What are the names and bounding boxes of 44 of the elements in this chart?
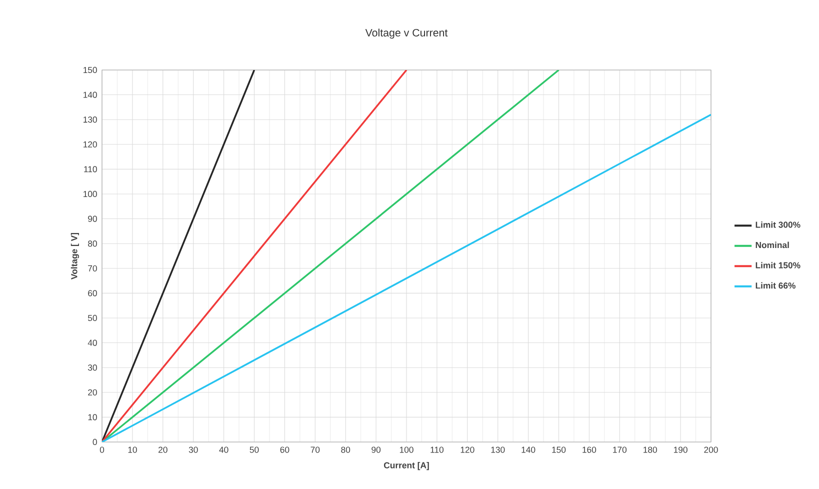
y-tick-label: 50 <box>88 314 97 322</box>
x-tick-label: 120 <box>460 446 474 453</box>
x-tick-label: 80 <box>341 446 350 453</box>
x-axis-title: Current [A] <box>384 462 429 470</box>
x-tick-label: 70 <box>310 446 320 453</box>
x-tick-label: 100 <box>400 446 414 453</box>
legend-label: Limit 150% <box>756 262 800 268</box>
y-tick-label: 110 <box>84 166 97 172</box>
y-tick-label: 120 <box>84 141 97 148</box>
x-tick-label: 20 <box>158 446 168 453</box>
legend-label: Limit 66% <box>756 282 796 289</box>
x-tick-label: 60 <box>280 446 290 453</box>
x-tick-label: 40 <box>219 446 228 453</box>
y-tick-label: 130 <box>84 116 97 123</box>
x-tick-label: 200 <box>704 446 718 453</box>
y-axis-title: Voltage [ V] <box>70 232 80 280</box>
legend-label: Limit 300% <box>756 221 800 228</box>
x-tick-label: 110 <box>430 446 444 453</box>
x-tick-label: 50 <box>250 446 259 453</box>
chart-title: Voltage v Current <box>365 28 448 39</box>
x-tick-label: 90 <box>372 446 381 453</box>
y-tick-label: 150 <box>84 66 97 74</box>
y-tick-label: 40 <box>88 340 97 346</box>
y-tick-label: 20 <box>88 389 97 396</box>
y-tick-label: 0 <box>92 438 97 446</box>
y-tick-label: 100 <box>84 190 97 198</box>
x-tick-label: 160 <box>582 446 596 453</box>
x-tick-label: 10 <box>128 446 137 453</box>
y-tick-label: 140 <box>84 92 97 98</box>
y-tick-label: 60 <box>88 290 97 296</box>
y-tick-label: 10 <box>88 414 97 420</box>
x-tick-label: 30 <box>188 446 198 453</box>
x-tick-label: 130 <box>491 446 505 453</box>
y-tick-label: 90 <box>88 216 97 222</box>
x-tick-label: 0 <box>100 446 104 453</box>
y-tick-label: 80 <box>88 240 97 247</box>
legend-label: Nominal <box>756 242 789 248</box>
x-tick-label: 150 <box>552 446 566 453</box>
x-tick-label: 180 <box>644 446 657 453</box>
x-tick-label: 140 <box>522 446 536 453</box>
x-tick-label: 170 <box>613 446 627 453</box>
y-tick-label: 70 <box>88 265 97 272</box>
y-tick-label: 30 <box>88 364 97 371</box>
x-tick-label: 190 <box>674 446 688 453</box>
